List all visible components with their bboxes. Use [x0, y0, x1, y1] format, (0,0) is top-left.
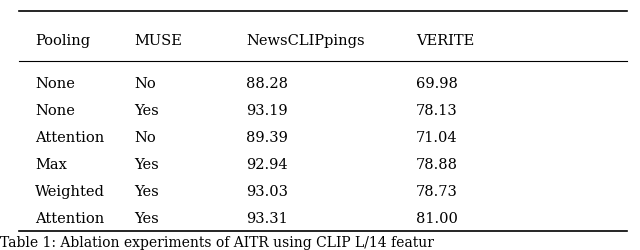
Text: 71.04: 71.04: [416, 131, 458, 145]
Text: No: No: [134, 77, 156, 91]
Text: None: None: [35, 104, 75, 118]
Text: 78.88: 78.88: [416, 158, 458, 172]
Text: 69.98: 69.98: [416, 77, 458, 91]
Text: Weighted: Weighted: [35, 185, 105, 199]
Text: None: None: [35, 77, 75, 91]
Text: Yes: Yes: [134, 158, 159, 172]
Text: MUSE: MUSE: [134, 34, 182, 48]
Text: Table 1: Ablation experiments of AITR using CLIP L/14 featur: Table 1: Ablation experiments of AITR us…: [0, 236, 434, 250]
Text: 92.94: 92.94: [246, 158, 288, 172]
Text: 93.31: 93.31: [246, 212, 288, 226]
Text: 93.03: 93.03: [246, 185, 289, 199]
Text: 78.13: 78.13: [416, 104, 458, 118]
Text: Attention: Attention: [35, 131, 104, 145]
Text: NewsCLIPpings: NewsCLIPpings: [246, 34, 365, 48]
Text: 89.39: 89.39: [246, 131, 288, 145]
Text: 78.73: 78.73: [416, 185, 458, 199]
Text: No: No: [134, 131, 156, 145]
Text: Pooling: Pooling: [35, 34, 90, 48]
Text: VERITE: VERITE: [416, 34, 474, 48]
Text: 93.19: 93.19: [246, 104, 288, 118]
Text: Attention: Attention: [35, 212, 104, 226]
Text: Yes: Yes: [134, 212, 159, 226]
Text: Yes: Yes: [134, 104, 159, 118]
Text: 88.28: 88.28: [246, 77, 289, 91]
Text: Max: Max: [35, 158, 67, 172]
Text: 81.00: 81.00: [416, 212, 458, 226]
Text: Yes: Yes: [134, 185, 159, 199]
